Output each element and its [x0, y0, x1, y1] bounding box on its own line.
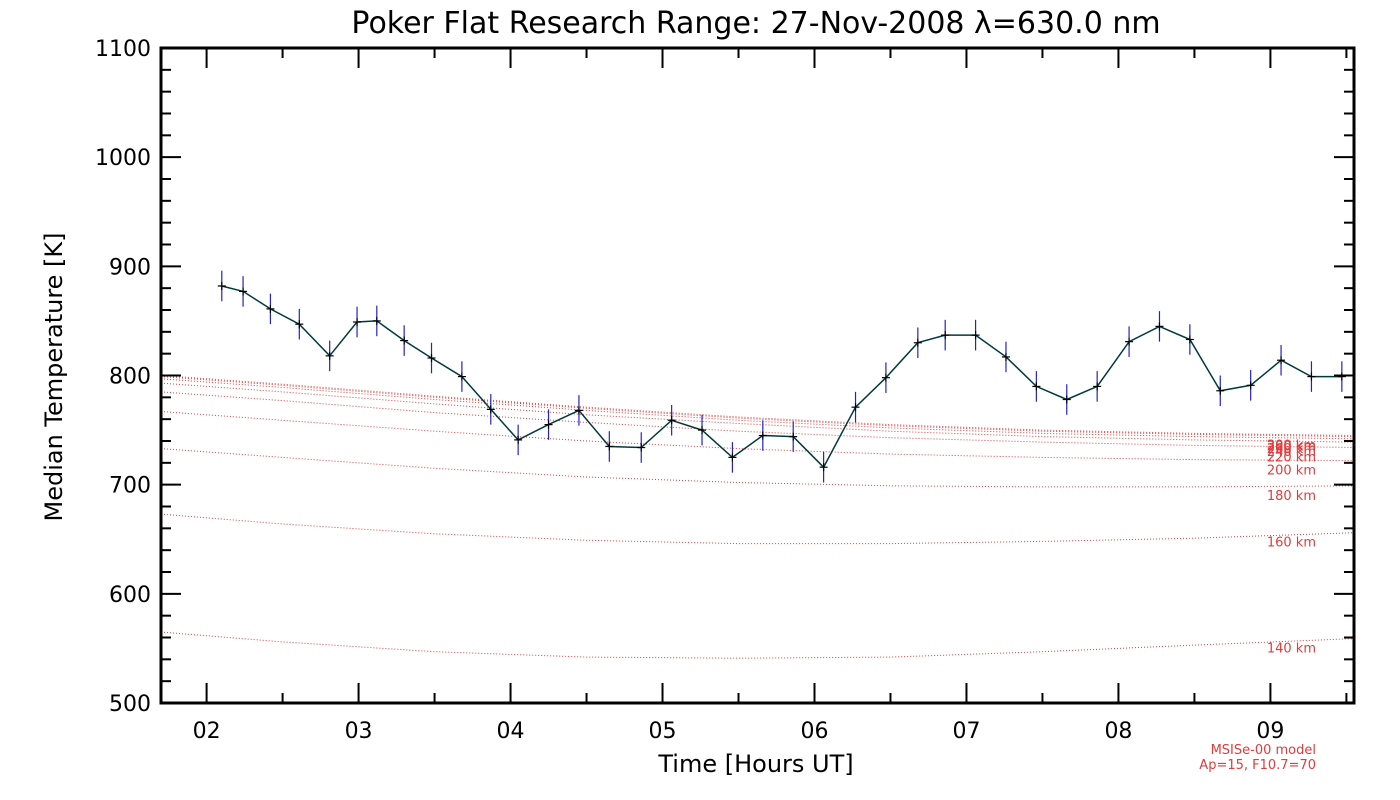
model-altitude-label: 220 km: [1267, 451, 1316, 466]
model-curve: [160, 376, 1355, 438]
model-params-note: Ap=15, F10.7=70: [1199, 758, 1316, 773]
model-curve: [160, 382, 1355, 443]
model-curve: [160, 375, 1355, 436]
axis-tick-labels: 02 03 04 05 06 07 08 09 500 600 700 800 900 1000 1100: [95, 37, 1284, 744]
model-altitude-label: 260 km: [1267, 442, 1316, 457]
model-curve: [160, 513, 1355, 545]
y-tick-label: 500: [109, 692, 151, 717]
y-tick-label: 1100: [95, 37, 151, 62]
x-tick-label: 03: [345, 719, 373, 744]
model-name-note: MSISe-00 model: [1211, 743, 1316, 758]
model-curve: [160, 391, 1355, 448]
x-tick-label: 08: [1104, 719, 1132, 744]
x-axis-label: Time [Hours UT]: [657, 750, 853, 778]
y-tick-label: 900: [109, 255, 151, 280]
y-tick-label: 600: [109, 583, 151, 608]
model-altitude-label: 240 km: [1267, 445, 1316, 460]
x-tick-label: 02: [193, 719, 221, 744]
model-curve: [160, 448, 1355, 488]
y-axis-label: Median Temperature [K]: [40, 232, 68, 521]
y-tick-label: 1000: [95, 146, 151, 171]
model-altitude-label: 180 km: [1267, 489, 1316, 504]
measurement-line: [221, 285, 1342, 469]
measurement-series: [217, 270, 1346, 483]
x-tick-label: 09: [1256, 719, 1284, 744]
chart-title: Poker Flat Research Range: 27-Nov-2008 λ…: [351, 6, 1160, 41]
y-tick-label: 700: [109, 474, 151, 499]
model-altitude-label: 280 km: [1267, 440, 1316, 455]
model-altitude-label: 160 km: [1267, 536, 1316, 551]
model-curve: [160, 378, 1355, 440]
model-altitude-label: 140 km: [1267, 642, 1316, 657]
plot-frame: [159, 46, 1356, 705]
model-curve: [160, 631, 1355, 659]
x-tick-label: 04: [497, 719, 525, 744]
model-curve: [160, 411, 1355, 462]
model-curves: [160, 375, 1355, 659]
x-tick-label: 05: [649, 719, 677, 744]
x-tick-label: 06: [800, 719, 828, 744]
x-tick-label: 07: [952, 719, 980, 744]
model-altitude-label: 300 km: [1267, 439, 1316, 454]
axis-ticks: [161, 47, 1354, 704]
y-tick-label: 800: [109, 365, 151, 390]
model-altitude-label: 200 km: [1267, 464, 1316, 479]
